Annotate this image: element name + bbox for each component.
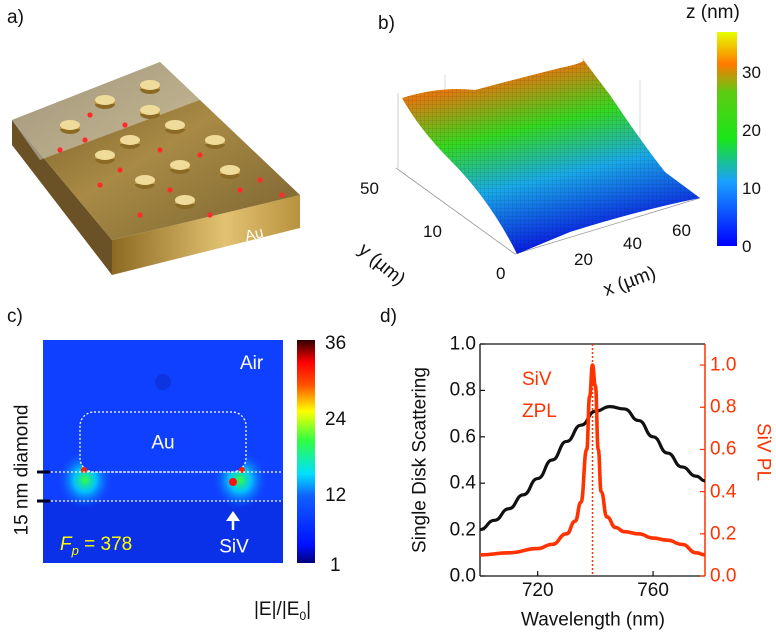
- e-field-colorbar: [297, 340, 315, 563]
- siv-label: SiV: [219, 536, 249, 558]
- au-disk: [120, 135, 140, 145]
- au-disk: [95, 150, 115, 160]
- siv-dot: [207, 212, 213, 218]
- siv-dot: [279, 192, 285, 198]
- right-tick-label: 0.8: [710, 396, 737, 418]
- afm-surface-plot: [395, 32, 737, 255]
- e-colorbar-title: |E|/|E0|: [254, 599, 312, 623]
- air-label: Air: [240, 353, 264, 374]
- panel-label-c: c): [7, 306, 23, 327]
- z-colorbar: [717, 32, 737, 246]
- siv-dot: [122, 122, 128, 128]
- right-tick-label: 0.2: [710, 523, 737, 545]
- z-tick-30: 30: [742, 63, 761, 82]
- left-tick-label: 0.6: [449, 426, 476, 448]
- pl-curve: [479, 363, 706, 557]
- au-disk: [205, 135, 225, 145]
- siv-emitter-dot: [229, 478, 237, 486]
- right-tick-label: 0.0: [710, 565, 737, 587]
- au-disk: [165, 120, 185, 130]
- y-tick-10: 10: [423, 222, 442, 241]
- right-axis-label: SiV PL: [752, 422, 774, 482]
- y-tick-0: 0: [496, 264, 506, 283]
- z-tick-10: 10: [742, 179, 761, 198]
- right-tick-label: 1.0: [710, 354, 737, 376]
- siv-dot: [87, 112, 93, 118]
- siv-dot: [117, 167, 123, 173]
- au-disk: [140, 80, 160, 90]
- purcell-factor-label: Fp = 378: [60, 534, 133, 558]
- left-tick-label: 0.8: [449, 379, 476, 401]
- au-disk: [95, 95, 115, 105]
- siv-dot: [82, 137, 88, 143]
- gold-slab-illustration: [12, 62, 300, 275]
- right-tick-label: 0.4: [710, 481, 737, 503]
- x-tick-60: 60: [672, 221, 691, 240]
- diamond-thickness-label: 15 nm diamond: [11, 404, 33, 536]
- siv-dot: [97, 182, 103, 188]
- left-tick-label: 1.0: [449, 333, 476, 355]
- e-tick-24: 24: [325, 409, 347, 430]
- siv-dot: [137, 212, 143, 218]
- siv-dot: [197, 152, 203, 158]
- au-disk: [220, 165, 240, 175]
- z-colorbar-title: z (nm): [686, 2, 740, 23]
- x-tick-label: 760: [637, 580, 669, 601]
- spectrum-chart: [479, 343, 706, 577]
- z-tick-20: 20: [742, 121, 761, 140]
- siv-dot: [57, 147, 63, 153]
- arrow-up-icon: [226, 511, 240, 530]
- au-label: Au: [243, 224, 266, 245]
- left-tick-label: 0.0: [449, 565, 476, 587]
- y-tick-50: 50: [360, 179, 379, 198]
- x-tick-40: 40: [623, 234, 642, 253]
- panel-label-b: b): [378, 13, 395, 34]
- left-tick-label: 0.4: [449, 472, 476, 494]
- siv-dot: [167, 187, 173, 193]
- field-enhancement-map: [37, 340, 315, 563]
- siv-dot: [237, 187, 243, 193]
- x-tick-20: 20: [574, 250, 593, 269]
- siv-dot: [157, 147, 163, 153]
- au-disk: [170, 160, 190, 170]
- left-tick-label: 0.2: [449, 519, 476, 541]
- au-disk-label: Au: [151, 432, 175, 454]
- e-tick-1: 1: [330, 555, 341, 576]
- siv-dot: [257, 177, 263, 183]
- au-disk: [140, 105, 160, 115]
- x-tick-label: 720: [521, 580, 554, 601]
- panel-label-d: d): [380, 306, 397, 327]
- x-axis-title: Wavelength (nm): [521, 609, 665, 631]
- siv-annotation: SiV: [522, 369, 552, 390]
- right-tick-label: 0.6: [710, 438, 737, 460]
- e-tick-36: 36: [325, 333, 347, 354]
- au-disk: [175, 195, 195, 205]
- au-disk: [135, 175, 155, 185]
- panel-label-a: a): [7, 7, 24, 28]
- au-disk: [60, 120, 80, 130]
- left-axis-label: Single Disk Scattering: [409, 367, 431, 553]
- z-tick-0: 0: [742, 237, 752, 256]
- zpl-annotation: ZPL: [522, 401, 557, 422]
- e-tick-12: 12: [325, 485, 347, 506]
